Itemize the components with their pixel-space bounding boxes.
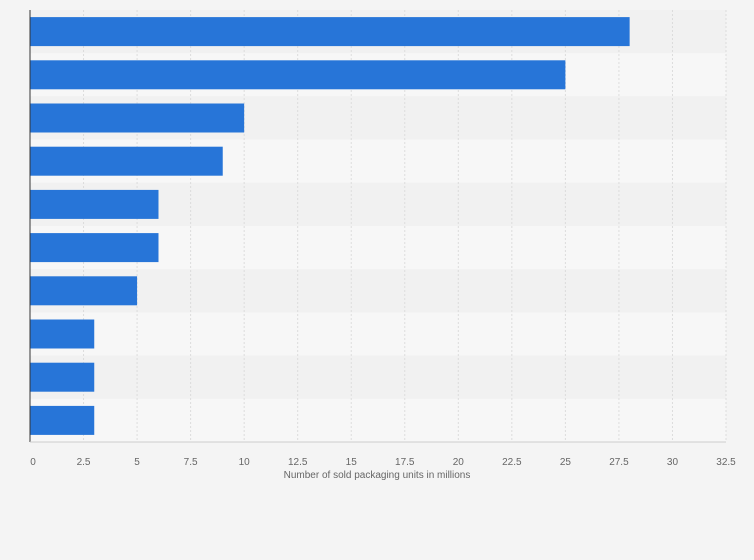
x-tick-label: 0 xyxy=(30,457,36,468)
bar xyxy=(30,362,95,392)
x-tick-labels: 0 2.5 5 7.5 10 12.5 15 17.5 20 22.5 25 27.5 30 32.5 xyxy=(30,457,736,468)
x-tick-label: 2.5 xyxy=(77,457,91,468)
bar xyxy=(30,319,95,349)
x-tick-label: 30 xyxy=(667,457,679,468)
row-band xyxy=(30,398,726,442)
bar xyxy=(30,233,159,263)
x-tick-label: 17.5 xyxy=(395,457,415,468)
x-tick-label: 15 xyxy=(346,457,358,468)
row-band xyxy=(30,269,726,313)
bar xyxy=(30,17,630,47)
row-band xyxy=(30,312,726,356)
x-tick-label: 32.5 xyxy=(716,457,736,468)
x-tick-label: 5 xyxy=(134,457,140,468)
x-tick-label: 7.5 xyxy=(184,457,198,468)
bars xyxy=(30,17,630,435)
x-tick-label: 22.5 xyxy=(502,457,522,468)
x-tick-label: 10 xyxy=(239,457,251,468)
bar xyxy=(30,146,223,176)
x-tick-label: 20 xyxy=(453,457,465,468)
x-axis-title: Number of sold packaging units in millio… xyxy=(284,470,471,481)
bar xyxy=(30,189,159,219)
bar xyxy=(30,103,245,133)
x-tick-label: 27.5 xyxy=(609,457,629,468)
x-tick-label: 25 xyxy=(560,457,572,468)
bar xyxy=(30,276,138,306)
x-tick-label: 12.5 xyxy=(288,457,308,468)
axes xyxy=(29,10,726,443)
bar xyxy=(30,405,95,435)
bar xyxy=(30,60,566,90)
row-band xyxy=(30,355,726,399)
